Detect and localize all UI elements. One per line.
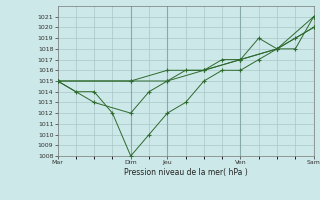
- X-axis label: Pression niveau de la mer( hPa ): Pression niveau de la mer( hPa ): [124, 168, 247, 177]
